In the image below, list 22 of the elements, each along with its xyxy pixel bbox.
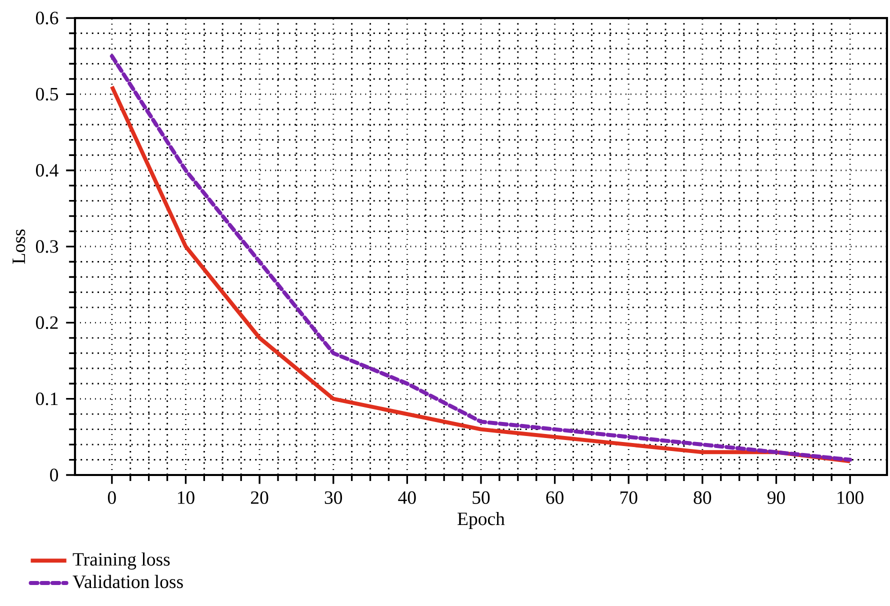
y-tick-label: 0.6	[36, 12, 58, 24]
x-tick-label: 30	[324, 491, 342, 504]
x-tick-label: 100	[838, 491, 864, 504]
x-axis-title: Epoch	[458, 512, 505, 530]
y-axis-title: Loss	[12, 229, 26, 264]
x-tick-label: 40	[398, 491, 416, 504]
y-tick-label: 0.2	[36, 316, 58, 330]
y-tick-label: 0.5	[36, 88, 58, 101]
y-tick-label: 0.1	[36, 392, 58, 406]
x-tick-label: 0	[108, 491, 116, 504]
x-tick-label: 80	[694, 491, 712, 504]
x-tick-label: 60	[546, 491, 564, 504]
y-tick-label: 0	[50, 468, 58, 482]
legend-label: Validation loss	[72, 574, 183, 588]
legend-label: Training loss	[72, 552, 170, 570]
x-tick-label: 10	[178, 491, 194, 504]
x-tick-label: 50	[472, 491, 490, 504]
x-tick-label: 70	[620, 491, 638, 504]
x-tick-label: 20	[250, 491, 268, 504]
y-tick-label: 0.4	[36, 164, 58, 177]
y-tick-label: 0.3	[36, 240, 58, 253]
x-tick-label: 90	[767, 491, 785, 504]
